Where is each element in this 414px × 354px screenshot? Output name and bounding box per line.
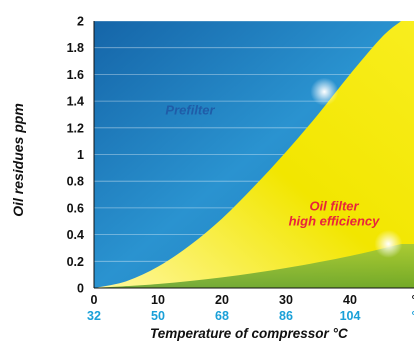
y-axis-label: Oil residues ppm [10,103,26,217]
oil-filter-label: Oil filter [309,199,359,214]
oil-filter-region [94,21,414,288]
x-tick-label-fahrenheit: 50 [151,309,165,323]
y-tick-label: 1.4 [67,95,84,109]
low-residue-band [94,243,414,288]
y-tick-label: 0.6 [67,201,84,215]
y-tick-label: 0.4 [67,228,84,242]
x-tick-label-fahrenheit: 104 [340,309,361,323]
x-tick-labels: 0 32 10 50 20 68 30 86 40 104 ° ° [87,293,414,323]
x-tick-label-celsius: 40 [343,293,357,307]
y-tick-label: 0.2 [67,255,84,269]
oil-filter-label: high efficiency [289,213,381,228]
y-tick-label: 1.2 [67,121,84,135]
x-tick-label-fahrenheit: ° [412,309,414,323]
y-tick-labels: 0 0.2 0.4 0.6 0.8 1 1.2 1.4 1.6 1.8 2 [67,15,84,296]
x-tick-label-celsius: 0 [91,293,98,307]
y-tick-label: 1.6 [67,68,84,82]
y-tick-label: 1.8 [67,41,84,55]
y-tick-label: 0.8 [67,175,84,189]
y-tick-label: 1 [77,148,84,162]
highlight-glare [374,229,403,258]
highlight-glare [310,77,339,106]
x-tick-label-fahrenheit: 32 [87,309,101,323]
x-axis-label: Temperature of compressor °C [150,326,348,341]
y-tick-label: 2 [77,15,84,29]
prefilter-label: Prefilter [165,102,215,117]
x-tick-label-celsius: 30 [279,293,293,307]
x-tick-label-celsius: 20 [215,293,229,307]
x-tick-label-celsius: 10 [151,293,165,307]
x-tick-label-celsius: ° [412,293,414,307]
x-tick-label-fahrenheit: 68 [215,309,229,323]
y-tick-label: 0 [77,282,84,296]
x-tick-label-fahrenheit: 86 [279,309,293,323]
